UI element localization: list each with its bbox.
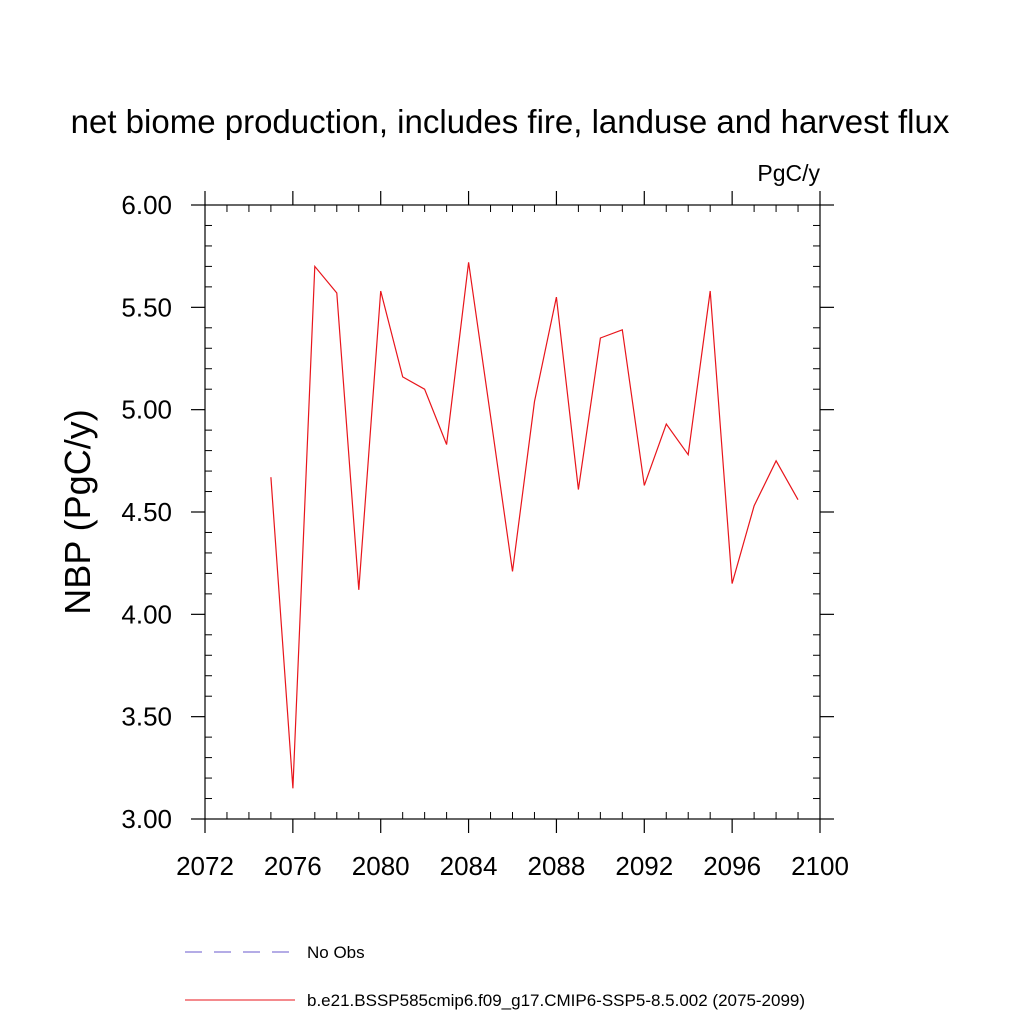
x-tick-label: 2100 xyxy=(791,851,849,881)
data-point xyxy=(511,570,514,573)
data-point xyxy=(731,582,734,585)
y-tick-label: 5.50 xyxy=(121,292,172,322)
data-point xyxy=(621,328,624,331)
data-point xyxy=(335,292,338,295)
data-point xyxy=(401,375,404,378)
major-ticks xyxy=(191,191,834,833)
series-line xyxy=(270,262,799,789)
data-point xyxy=(291,787,294,790)
data-point xyxy=(797,498,800,501)
data-point xyxy=(709,289,712,292)
x-tick-labels: 2072 2076 2080 2084 2088 2092 2096 2100 xyxy=(176,851,849,881)
x-tick-label: 2080 xyxy=(352,851,410,881)
y-tick-label: 6.00 xyxy=(121,190,172,220)
x-tick-label: 2084 xyxy=(440,851,498,881)
y-tick-label: 5.00 xyxy=(121,395,172,425)
x-tick-label: 2088 xyxy=(528,851,586,881)
data-point xyxy=(379,289,382,292)
minor-ticks xyxy=(205,205,820,819)
y-tick-label: 4.50 xyxy=(121,497,172,527)
data-point xyxy=(687,453,690,456)
data-point xyxy=(269,476,272,479)
x-tick-label: 2096 xyxy=(703,851,761,881)
chart-title: net biome production, includes fire, lan… xyxy=(71,103,950,140)
x-tick-label: 2092 xyxy=(615,851,673,881)
x-tick-label: 2072 xyxy=(176,851,234,881)
data-point xyxy=(423,388,426,391)
data-point xyxy=(313,265,316,268)
legend-label: b.e21.BSSP585cmip6.f09_g17.CMIP6-SSP5-8.… xyxy=(307,991,805,1010)
data-point xyxy=(445,443,448,446)
data-point xyxy=(665,422,668,425)
plot-frame xyxy=(204,204,821,820)
data-point xyxy=(599,337,602,340)
series-layer xyxy=(269,261,800,790)
y-tick-label: 4.00 xyxy=(121,599,172,629)
data-point xyxy=(555,296,558,299)
data-point xyxy=(489,414,492,417)
y-tick-label: 3.50 xyxy=(121,702,172,732)
data-point xyxy=(775,459,778,462)
legend: No Obs b.e21.BSSP585cmip6.f09_g17.CMIP6-S… xyxy=(185,943,805,1010)
x-tick-label: 2076 xyxy=(264,851,322,881)
data-point xyxy=(357,588,360,591)
data-point xyxy=(577,488,580,491)
data-point xyxy=(753,504,756,507)
y-axis-label: NBP (PgC/y) xyxy=(57,409,98,614)
units-label: PgC/y xyxy=(757,160,820,186)
data-point xyxy=(643,484,646,487)
data-point xyxy=(467,261,470,264)
legend-label: No Obs xyxy=(307,943,365,962)
data-point xyxy=(533,400,536,403)
y-tick-label: 3.00 xyxy=(121,804,172,834)
y-tick-labels: 3.00 3.50 4.00 4.50 5.00 5.50 6.00 xyxy=(121,190,172,834)
